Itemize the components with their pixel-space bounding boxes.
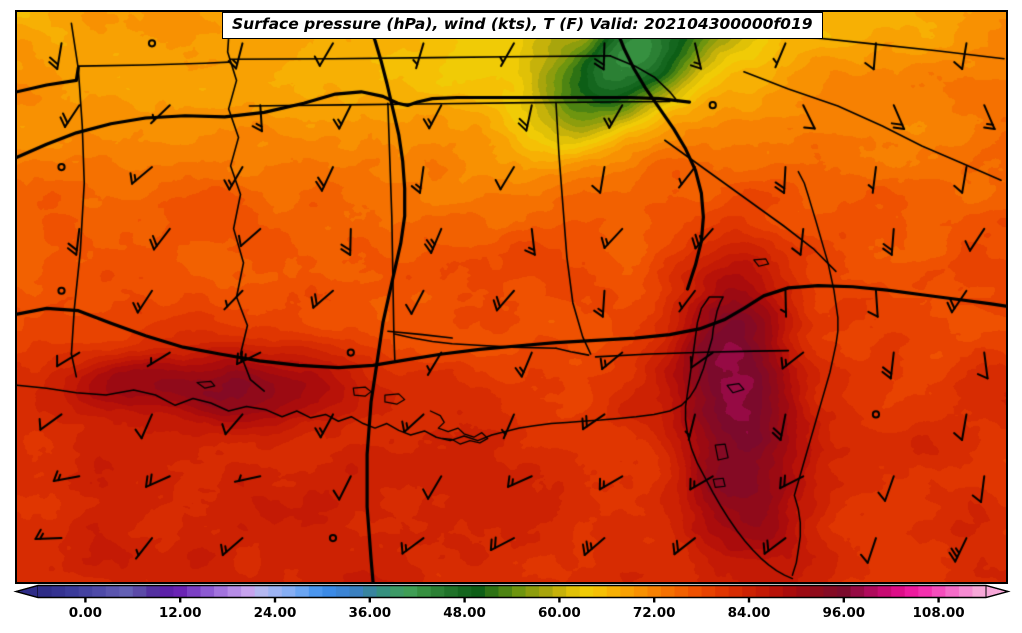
colorbar-over-arrow	[985, 584, 1010, 599]
colorbar-band	[363, 585, 378, 598]
colorbar-band	[850, 585, 865, 598]
colorbar-band	[972, 585, 987, 598]
colorbar-tick-label: 0.00	[68, 605, 103, 621]
colorbar-band	[606, 585, 622, 598]
colorbar-band	[498, 585, 513, 598]
colorbar-band	[214, 585, 229, 598]
temperature-shaded-field	[17, 12, 1006, 582]
colorbar-band	[891, 585, 906, 598]
colorbar-band	[159, 585, 175, 598]
colorbar-band	[593, 585, 608, 598]
colorbar-tick-label: 60.00	[538, 605, 581, 621]
colorbar-band	[769, 585, 784, 598]
colorbar-band	[701, 585, 716, 598]
colorbar-band	[782, 585, 798, 598]
colorbar-band	[132, 585, 148, 598]
colorbar-band	[864, 585, 879, 598]
colorbar-tick-label: 84.00	[727, 605, 771, 621]
colorbar-tick-label: 108.00	[912, 605, 965, 621]
colorbar-band	[484, 585, 500, 598]
colorbar-band	[335, 585, 351, 598]
colorbar-band	[254, 585, 269, 598]
colorbar-band	[268, 585, 283, 598]
colorbar-band	[958, 585, 974, 598]
colorbar-band	[241, 585, 256, 598]
colorbar-band	[227, 585, 242, 598]
colorbar-band	[200, 585, 215, 598]
colorbar-band	[823, 585, 838, 598]
colorbar-band	[715, 585, 730, 598]
colorbar-band	[945, 585, 960, 598]
colorbar-band	[322, 585, 337, 598]
colorbar-band	[308, 585, 324, 598]
colorbar-band	[633, 585, 649, 598]
colorbar-band	[457, 585, 473, 598]
colorbar-band	[92, 585, 107, 598]
colorbar-band	[728, 585, 743, 598]
map-title: Surface pressure (hPa), wind (kts), T (F…	[222, 12, 823, 39]
colorbar-band	[105, 585, 120, 598]
colorbar-band	[119, 585, 134, 598]
colorbar-band	[349, 585, 364, 598]
colorbar-band	[281, 585, 297, 598]
colorbar-band	[552, 585, 567, 598]
colorbar-band	[837, 585, 852, 598]
colorbar-band	[65, 585, 80, 598]
colorbar-gradient	[13, 584, 1011, 603]
colorbar-under-arrow	[14, 584, 39, 599]
colorbar-band	[403, 585, 418, 598]
colorbar[interactable]: 0.00 12.00 24.00 36.00 48.00 60.00 72.00 84.00 9…	[0, 584, 1022, 633]
colorbar-band	[444, 585, 459, 598]
colorbar-band	[918, 585, 933, 598]
colorbar-band	[430, 585, 445, 598]
colorbar-band	[579, 585, 594, 598]
colorbar-band	[539, 585, 554, 598]
colorbar-band	[390, 585, 405, 598]
colorbar-band	[186, 585, 202, 598]
colorbar-band	[146, 585, 161, 598]
colorbar-band	[796, 585, 811, 598]
colorbar-tick-label: 72.00	[632, 605, 676, 621]
colorbar-band	[376, 585, 391, 598]
colorbar-band	[417, 585, 432, 598]
colorbar-band	[809, 585, 825, 598]
colorbar-band	[295, 585, 310, 598]
colorbar-band	[620, 585, 635, 598]
colorbar-tick-label: 24.00	[253, 605, 297, 621]
map-axes[interactable]	[15, 10, 1008, 584]
colorbar-band	[647, 585, 662, 598]
colorbar-band	[173, 585, 188, 598]
colorbar-band	[674, 585, 689, 598]
colorbar-tick-label: 36.00	[348, 605, 392, 621]
colorbar-tick-label: 48.00	[443, 605, 486, 621]
colorbar-tick-label: 96.00	[822, 605, 866, 621]
colorbar-band	[566, 585, 581, 598]
colorbar-band	[38, 585, 53, 598]
colorbar-outline	[13, 584, 1011, 599]
colorbar-band	[660, 585, 676, 598]
colorbar-band	[525, 585, 540, 598]
colorbar-band	[877, 585, 892, 598]
colorbar-band	[51, 585, 66, 598]
colorbar-band	[688, 585, 703, 598]
colorbar-band	[78, 585, 93, 598]
colorbar-band	[471, 585, 486, 598]
colorbar-band	[931, 585, 947, 598]
colorbar-band	[904, 585, 919, 598]
colorbar-band	[512, 585, 527, 598]
colorbar-band	[755, 585, 771, 598]
colorbar-band	[742, 585, 757, 598]
colorbar-tick-label: 12.00	[158, 605, 202, 621]
